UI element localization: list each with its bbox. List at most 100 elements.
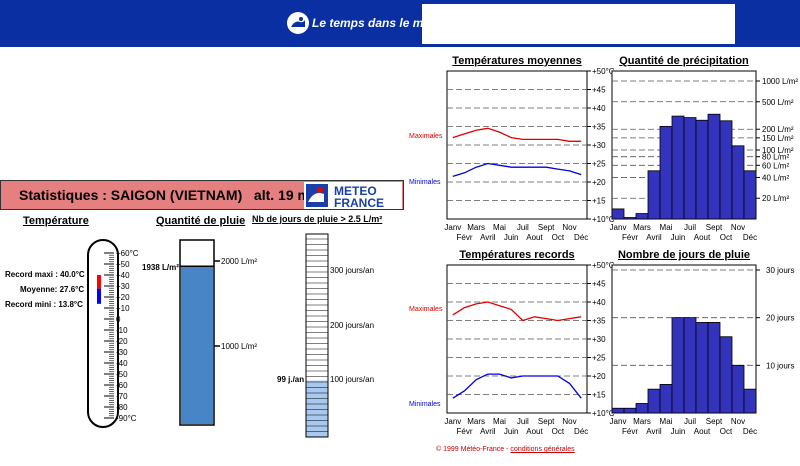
- temp-mean-month-label: Oct: [552, 233, 565, 242]
- temp-mean-series-max-line: [452, 127, 582, 142]
- temp-records-month-label: Janv: [444, 417, 461, 426]
- temp-mean-month-label: Janv: [444, 223, 461, 232]
- temp-records-ytick-label: +40: [592, 298, 606, 307]
- thermo-tick-label: 0: [116, 315, 121, 324]
- rain-days-bar: [731, 364, 745, 414]
- rain-days-month-label: Janv: [610, 417, 627, 426]
- precip-ytick-label: 100 L/m²: [762, 146, 794, 155]
- thermo-tick-label: -80: [116, 403, 128, 412]
- rain-days-month-label: Mars: [633, 417, 651, 426]
- temp-mean-ytick-label: +50°C: [592, 67, 615, 76]
- rain-days-bar: [743, 388, 757, 414]
- thermo-tick-label: +30: [116, 282, 130, 291]
- temp-rec-max-label: Maximales: [409, 306, 443, 313]
- stats-label: Statistiques :: [19, 187, 107, 203]
- rain-days-ytick-label: 20 jours: [766, 314, 794, 323]
- thermo-tick-label: +20: [116, 293, 130, 302]
- temp-mean-min-label: Minimales: [409, 179, 441, 186]
- rain-days-tick-100: 100 jours/an: [330, 375, 375, 384]
- thermometer: +60°C +50 +40 +30 +20 +10 0 -10 -20 -30 -40 -50 -60 -…: [87, 239, 139, 428]
- temp-records-ytick-label: +45: [592, 280, 606, 289]
- rain-days-month-label: Juin: [671, 427, 686, 436]
- precip-month-label: Nov: [731, 223, 745, 232]
- precip-ytick-label: 150 L/m²: [762, 134, 794, 143]
- temp-records-series-min-line: [452, 373, 582, 399]
- footer-copyright: © 1999 Météo-France -: [436, 446, 511, 453]
- rain-days-bar: [719, 336, 733, 414]
- footer-conditions-link[interactable]: conditions générales: [510, 446, 575, 453]
- chart-precip-title: Quantité de précipitation: [619, 55, 749, 67]
- footer: © 1999 Météo-France - conditions général…: [436, 446, 575, 453]
- rain-days-tube: [305, 233, 329, 438]
- precip-month-label: Déc: [743, 233, 757, 242]
- stats-city: SAIGON (VIETNAM): [110, 187, 243, 203]
- rain-days-month-label: Oct: [720, 427, 733, 436]
- thermo-tick-label: -90°C: [116, 414, 137, 423]
- stats-title-bar: Statistiques : SAIGON (VIETNAM) alt. 19 …: [0, 180, 404, 210]
- chart-temp-records-title: Températures records: [459, 249, 575, 261]
- chart-temp-mean-title: Températures moyennes: [452, 55, 582, 67]
- temp-records-month-label: Juin: [504, 427, 519, 436]
- precip-month-label: Janv: [610, 223, 627, 232]
- precip-bar: [683, 117, 697, 220]
- temp-mean-month-label: Mars: [467, 223, 485, 232]
- temp-records-month-label: Déc: [574, 427, 588, 436]
- rain-days-month-label: Déc: [743, 427, 757, 436]
- rain-days-ytick-label: 30 jours: [766, 266, 794, 275]
- precip-ytick-label: 60 L/m²: [762, 161, 789, 170]
- temp-mean-month-label: Juin: [504, 233, 519, 242]
- rain-days-bar: [659, 383, 673, 414]
- rain-days-bar: [695, 322, 709, 414]
- temp-rec-min-label: Minimales: [409, 401, 441, 408]
- precip-bar: [659, 125, 673, 220]
- chart-rain-days-title: Nombre de jours de pluie: [617, 249, 751, 261]
- rain-days-month-label: Aout: [694, 427, 711, 436]
- precip-ytick-label: 1000 L/m²: [762, 77, 798, 86]
- temp-records-series-max-line: [452, 301, 582, 322]
- precip-month-label: Févr: [622, 233, 638, 242]
- temp-records-month-label: Nov: [562, 417, 576, 426]
- thermo-tick-label: -20: [116, 337, 128, 346]
- precip-month-label: Oct: [720, 233, 733, 242]
- temp-records-month-label: Mai: [493, 417, 506, 426]
- precip-bar: [671, 115, 685, 220]
- thermo-tick-label: +60°C: [116, 249, 139, 258]
- thermo-tick-label: -60: [116, 381, 128, 390]
- mean-value: 27.6°C: [59, 285, 85, 294]
- temp-mean-ytick-label: +20: [592, 178, 606, 187]
- precip-month-label: Aout: [694, 233, 711, 242]
- rain-days-bar: [623, 407, 637, 414]
- banner-title: Le temps dans le monde: [312, 16, 453, 30]
- rain-days-tick-200: 200 jours/an: [330, 321, 375, 330]
- record-max-value: 40.0°C: [60, 270, 85, 279]
- temp-mean-ytick-label: +30: [592, 141, 606, 150]
- mean-label: Moyenne:: [20, 285, 58, 294]
- rain-days-month-label: Févr: [622, 427, 638, 436]
- rain-days-header: Nb de jours de pluie > 2.5 L/m²: [252, 214, 383, 224]
- record-min-value: 13.8°C: [58, 300, 83, 309]
- thermo-tick-label: -10: [116, 326, 128, 335]
- thermo-tick-label: -50: [116, 370, 128, 379]
- thermo-tick-label: +10: [116, 304, 130, 313]
- precip-month-label: Mai: [660, 223, 673, 232]
- precip-ytick-label: 80 L/m²: [762, 153, 789, 162]
- rain-gauge: [179, 239, 220, 426]
- temp-mean-month-label: Avril: [480, 233, 496, 242]
- temp-mean-month-label: Juil: [517, 223, 529, 232]
- rain-gauge-fill: [181, 266, 213, 424]
- thermo-min-bar: [97, 288, 101, 304]
- temp-mean-ytick-label: +25: [592, 160, 606, 169]
- temp-mean-ytick-label: +15: [592, 197, 606, 206]
- temp-mean-ytick-label: +45: [592, 86, 606, 95]
- temp-mean-month-label: Déc: [574, 233, 588, 242]
- rain-days-bar: [671, 317, 685, 414]
- rain-days-bar: [683, 317, 697, 414]
- temp-records-month-label: Avril: [480, 427, 496, 436]
- precip-month-label: Juil: [684, 223, 696, 232]
- temp-mean-month-label: Nov: [562, 223, 576, 232]
- precip-ytick-label: 200 L/m²: [762, 125, 794, 134]
- precip-bar: [611, 208, 625, 220]
- precip-bar: [743, 170, 757, 220]
- rain-tick-mid-label: 1000 L/m²: [221, 342, 258, 351]
- temp-mean-ytick-label: +10°C: [592, 215, 615, 224]
